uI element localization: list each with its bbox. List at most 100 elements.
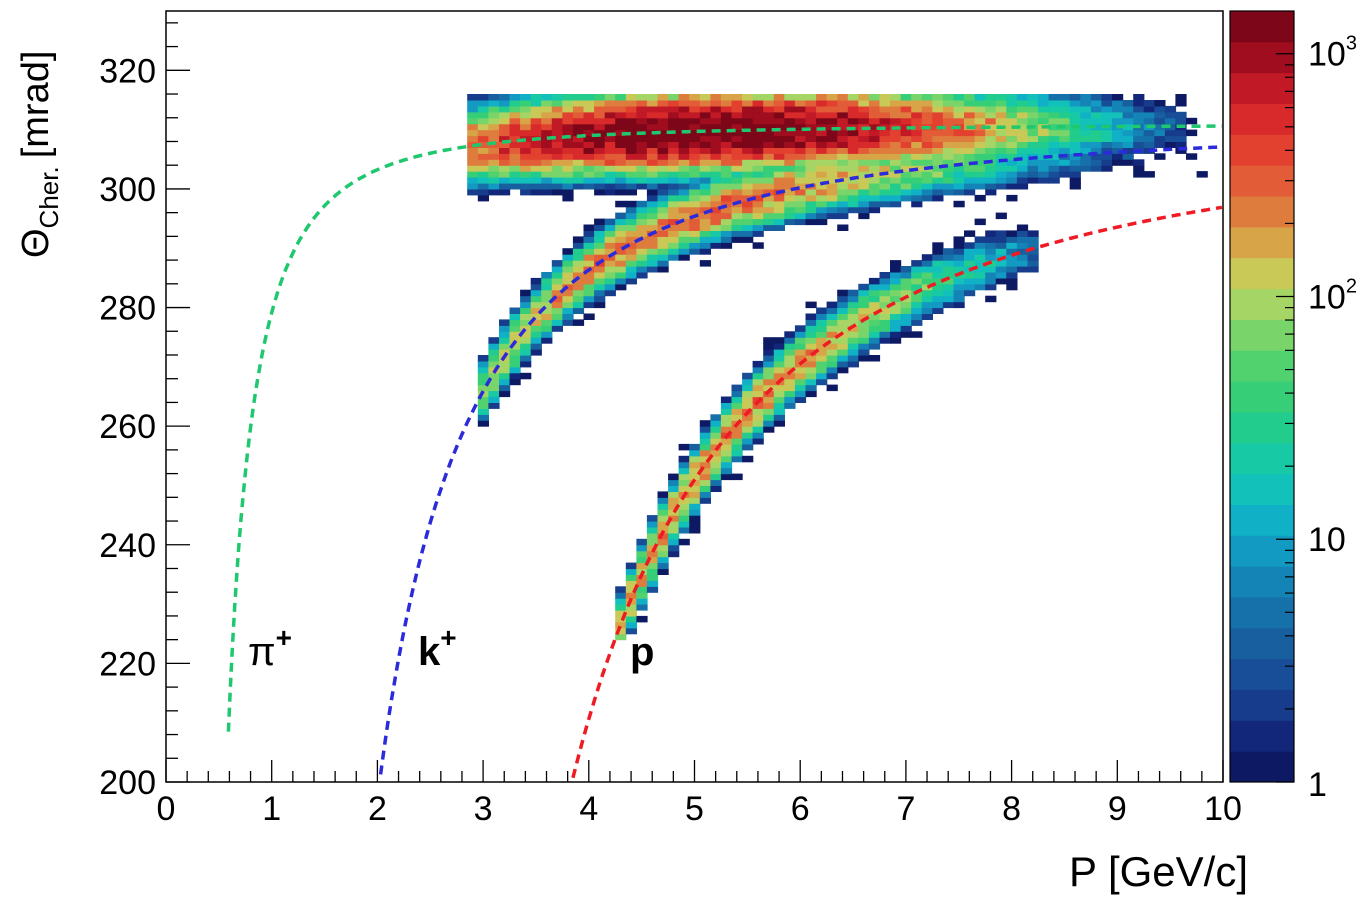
heatmap-cell: [615, 615, 627, 623]
heatmap-cell: [858, 94, 870, 101]
heatmap-cell: [646, 527, 659, 534]
heatmap-cell: [636, 159, 648, 166]
heatmap-cell: [488, 165, 500, 172]
heatmap-cell: [1133, 100, 1145, 107]
heatmap-cell: [710, 218, 722, 226]
heatmap-cell: [699, 94, 711, 101]
heatmap-cell: [763, 183, 775, 190]
heatmap-cell: [879, 289, 891, 297]
heatmap-cell: [689, 171, 701, 178]
heatmap-cell: [636, 260, 648, 267]
heatmap-cell: [604, 183, 616, 190]
heatmap-cell: [1038, 147, 1050, 154]
heatmap-cell: [477, 188, 489, 196]
heatmap-cell: [890, 105, 902, 113]
heatmap-cell: [678, 538, 690, 546]
heatmap-cell: [985, 177, 997, 184]
heatmap-cell: [932, 129, 944, 137]
colorbar-swatch: [1230, 720, 1294, 752]
heatmap-cell: [995, 248, 1007, 255]
heatmap-cell: [1059, 171, 1071, 178]
heatmap-cell: [752, 242, 764, 249]
heatmap-cell: [911, 123, 923, 131]
heatmap-cell: [1016, 260, 1029, 267]
heatmap-cell: [837, 165, 849, 172]
heatmap-cell: [816, 100, 828, 107]
heatmap-cell: [742, 414, 754, 421]
heatmap-cell: [879, 337, 891, 344]
heatmap-cell: [615, 153, 627, 160]
heatmap-cell: [467, 177, 479, 184]
heatmap-cell: [678, 503, 690, 510]
heatmap-cell: [773, 135, 785, 142]
heatmap-cell: [763, 372, 775, 380]
heatmap-cell: [995, 147, 1007, 154]
heatmap-cell: [710, 123, 722, 131]
heatmap-cell: [847, 171, 859, 178]
heatmap-cell: [752, 408, 764, 415]
heatmap-cell: [615, 224, 627, 231]
heatmap-cell: [942, 123, 955, 131]
heatmap-cell: [731, 117, 743, 125]
heatmap-cell: [551, 94, 563, 101]
heatmap-cell: [668, 100, 680, 107]
heatmap-cell: [752, 212, 764, 220]
heatmap-cell: [868, 289, 881, 297]
heatmap-cell: [615, 212, 627, 220]
heatmap-cell: [499, 366, 511, 374]
heatmap-cell: [964, 183, 976, 190]
heatmap-cell: [720, 183, 733, 190]
heatmap-cell: [879, 135, 891, 142]
heatmap-cell: [773, 171, 785, 178]
heatmap-cell: [858, 206, 870, 214]
heatmap-cell: [953, 277, 965, 285]
heatmap-cell: [784, 135, 796, 142]
heatmap-cell: [858, 177, 870, 184]
heatmap-cell: [868, 117, 881, 125]
heatmap-cell: [964, 135, 976, 142]
heatmap-cell: [1006, 230, 1018, 237]
heatmap-cell: [467, 129, 479, 137]
heatmap-cells: [467, 94, 1208, 641]
heatmap-cell: [826, 372, 838, 380]
heatmap-cell: [594, 248, 606, 255]
heatmap-cell: [646, 159, 659, 166]
heatmap-cell: [731, 94, 743, 101]
heatmap-cell: [826, 319, 838, 326]
heatmap-cell: [520, 183, 532, 190]
heatmap-cell: [477, 183, 489, 190]
heatmap-cell: [625, 105, 637, 113]
heatmap-cell: [689, 147, 701, 154]
heatmap-cell: [742, 129, 754, 137]
heatmap-cell: [847, 117, 859, 125]
heatmap-cell: [826, 200, 838, 208]
heatmap-cell: [604, 236, 616, 243]
heatmap-cell: [900, 129, 912, 137]
x-tick-label: 5: [685, 790, 704, 828]
heatmap-cell: [805, 343, 817, 350]
heatmap-cell: [763, 111, 775, 119]
heatmap-cell: [594, 289, 606, 297]
heatmap-cell: [678, 527, 690, 534]
colorbar-swatch: [1230, 381, 1294, 413]
heatmap-cell: [805, 331, 817, 338]
heatmap-cell: [689, 461, 701, 469]
heatmap-cell: [1122, 111, 1134, 119]
heatmap-cell: [646, 556, 659, 564]
heatmap-cell: [1048, 123, 1060, 131]
heatmap-cell: [710, 177, 722, 184]
heatmap-cell: [742, 384, 754, 392]
heatmap-cell: [805, 100, 817, 107]
heatmap-cell: [720, 218, 733, 226]
heatmap-cell: [583, 289, 595, 297]
heatmap-cell: [710, 461, 722, 469]
colorbar-swatch: [1230, 473, 1294, 505]
heatmap-cell: [868, 171, 881, 178]
heatmap-cell: [615, 218, 627, 226]
heatmap-cell: [467, 153, 479, 160]
colorbar-swatch: [1230, 134, 1294, 166]
heatmap-cell: [520, 337, 532, 344]
heatmap-cell: [953, 200, 965, 208]
heatmap-cell: [583, 242, 595, 249]
heatmap-cell: [1090, 141, 1103, 148]
